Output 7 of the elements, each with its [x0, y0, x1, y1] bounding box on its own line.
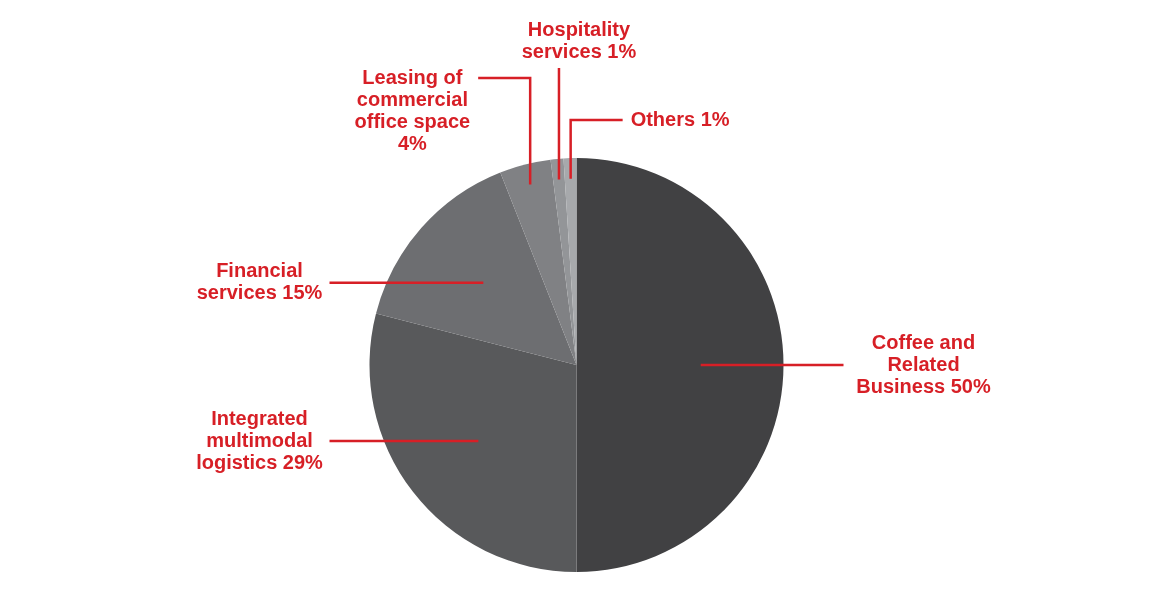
slice-label: Others 1% — [630, 107, 730, 130]
slice-label: Leasing of commercial office space — [354, 65, 471, 132]
data-label: 4% — [397, 131, 428, 154]
slice-label: Hospitality services 1% — [521, 17, 637, 62]
slice-label: Coffee and Related Business 50% — [856, 330, 991, 397]
slice-label: Financial services 15% — [196, 259, 323, 304]
slice-label: Integrated multimodal logistics 29% — [196, 406, 324, 473]
